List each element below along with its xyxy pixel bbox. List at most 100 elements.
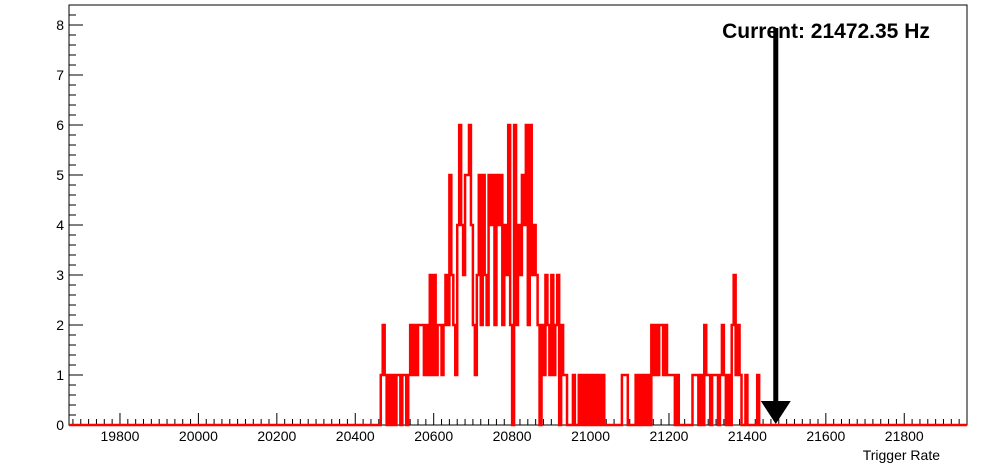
histogram-bin <box>440 325 442 425</box>
histogram-bin <box>655 325 657 425</box>
y-tick-label: 6 <box>56 117 64 133</box>
histogram-bin <box>445 275 447 425</box>
histogram-bin <box>647 375 649 425</box>
histogram-bin <box>659 325 661 425</box>
histogram-bin <box>551 275 553 425</box>
histogram-bin <box>414 325 416 425</box>
histogram-bin <box>520 275 522 425</box>
histogram-bin <box>626 375 628 425</box>
y-tick-label: 7 <box>56 67 64 83</box>
histogram-bin <box>471 225 473 425</box>
y-tick-label: 1 <box>56 367 64 383</box>
histogram-bin <box>587 375 589 425</box>
x-tick-label: 21600 <box>806 428 845 444</box>
histogram-bin <box>418 325 420 425</box>
histogram-bin <box>489 175 491 425</box>
y-tick-label: 0 <box>56 417 64 433</box>
histogram-bin <box>518 225 520 425</box>
histogram-bin <box>479 175 481 425</box>
histogram-bin <box>461 225 463 425</box>
histogram-bin <box>663 375 665 425</box>
histogram-bin <box>583 375 585 425</box>
histogram-bin <box>493 175 495 425</box>
histogram-bin <box>524 225 526 425</box>
histogram-bin <box>722 325 724 425</box>
histogram-bin <box>510 325 512 425</box>
histogram-bin <box>594 375 596 425</box>
histogram-bin <box>591 375 593 425</box>
histogram-bin <box>508 125 510 425</box>
histogram-bin <box>434 275 436 425</box>
histogram-bin <box>624 375 626 425</box>
histogram-bin <box>447 325 449 425</box>
histogram-bin <box>714 375 716 425</box>
histogram-bin <box>381 375 383 425</box>
histogram-bin <box>393 375 395 425</box>
histogram-bin <box>436 375 438 425</box>
x-tick-label: 20400 <box>336 428 375 444</box>
histogram-bin <box>669 375 671 425</box>
histogram-bin <box>536 275 538 425</box>
histogram-bin <box>708 375 710 425</box>
histogram-bin <box>696 375 698 425</box>
histogram-bin <box>416 375 418 425</box>
histogram-line <box>69 123 967 427</box>
histogram-bin <box>402 375 404 425</box>
x-axis: 19800 20000 20200 20400 20600 20800 21000 21200… <box>72 413 968 444</box>
histogram-bin <box>532 275 534 425</box>
arrow-head <box>760 401 791 424</box>
histogram-bin <box>396 375 398 425</box>
histogram-bin <box>494 325 496 425</box>
histogram-bin <box>700 375 702 425</box>
histogram-bin <box>410 325 412 425</box>
histogram-bin <box>738 325 740 425</box>
histogram-bin <box>504 225 506 425</box>
histogram-bin <box>665 325 667 425</box>
histogram-bin <box>565 375 567 425</box>
histogram-bin <box>485 275 487 425</box>
histogram-bin <box>573 375 575 425</box>
histogram-bin <box>430 275 432 425</box>
histogram-bin <box>661 325 663 425</box>
histogram-bin <box>653 375 655 425</box>
histogram-bin <box>498 225 500 425</box>
histogram-bin <box>602 375 604 425</box>
x-tick-label: 20000 <box>179 428 218 444</box>
histogram-layer <box>69 123 967 427</box>
histogram-bin <box>716 375 718 425</box>
histogram-bin <box>553 375 555 425</box>
histogram-bin <box>408 375 410 425</box>
histogram-bin <box>459 125 461 425</box>
histogram-bin <box>545 275 547 425</box>
histogram-bin <box>467 175 469 425</box>
y-tick-label: 2 <box>56 317 64 333</box>
histogram-bin <box>469 125 471 425</box>
histogram-bin <box>694 375 696 425</box>
histogram-bin <box>667 375 669 425</box>
histogram-bin <box>516 325 518 425</box>
histogram-bin <box>704 325 706 425</box>
y-tick-label: 8 <box>56 17 64 33</box>
histogram-bin <box>383 325 385 425</box>
histogram-bin <box>389 375 391 425</box>
histogram-bin <box>483 175 485 425</box>
histogram-bin <box>757 375 759 425</box>
histogram-bin <box>477 275 479 425</box>
histogram-bin <box>538 325 540 425</box>
x-tick-label: 20600 <box>414 428 453 444</box>
histogram-bin <box>451 275 453 425</box>
histogram-bin <box>736 375 738 425</box>
histogram-bin <box>636 375 638 425</box>
histogram-bin <box>671 375 673 425</box>
histogram-bin <box>728 375 730 425</box>
histogram-bin <box>506 275 508 425</box>
histogram-bin <box>502 325 504 425</box>
histogram-bin <box>673 375 675 425</box>
histogram-bin <box>522 175 524 425</box>
y-tick-label: 4 <box>56 217 64 233</box>
histogram-bin <box>422 325 424 425</box>
histogram-bin <box>449 175 451 425</box>
histogram-bin <box>579 375 581 425</box>
current-rate-arrow <box>760 28 791 424</box>
